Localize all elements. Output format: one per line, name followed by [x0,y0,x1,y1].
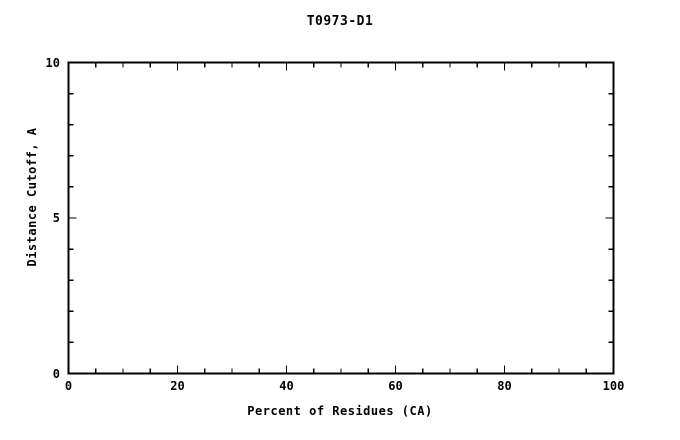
x-tick-label: 60 [388,379,403,393]
x-tick-label: 20 [170,379,185,393]
plot-frame [67,61,615,375]
x-tick-label: 40 [279,379,294,393]
y-tick-label: 5 [52,211,60,225]
y-tick-label: 10 [45,55,60,70]
x-tick-label: 80 [497,379,512,393]
x-tick-label: 100 [602,379,625,393]
axes-frame-group [67,61,615,375]
chart-title: T0973-D1 [306,14,374,29]
x-axis-label: Percent of Residues (CA) [247,404,433,418]
y-axis-label: Distance Cutoff, A [25,127,39,267]
y-tick-label: 0 [52,366,60,381]
x-tick-label: 0 [64,379,73,393]
